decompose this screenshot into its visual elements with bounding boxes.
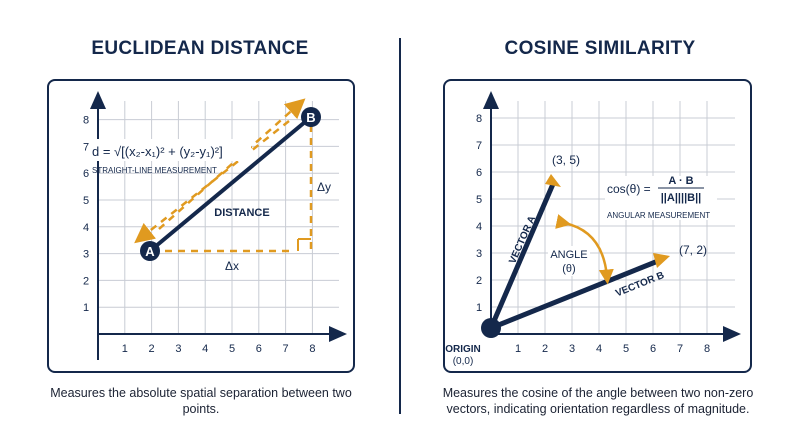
distance-line <box>148 115 313 253</box>
x-tick-label: 1 <box>515 343 521 355</box>
y-tick-label: 5 <box>476 194 482 206</box>
y-tick-label: 4 <box>476 221 482 233</box>
point-a <box>140 241 160 261</box>
x-tick-label: 6 <box>650 343 656 355</box>
distance-label: DISTANCE <box>214 207 269 219</box>
cosine-formula-lhs: cos(θ) = <box>607 182 651 196</box>
euclidean-formula: d = √[(x₂-x₁)² + (y₂-y₁)²] <box>92 144 223 159</box>
center-divider <box>399 38 401 414</box>
formula-caption: STRAIGHT-LINE MEASUREMENT <box>92 166 217 175</box>
cosine-description: Measures the cosine of the angle between… <box>442 386 754 416</box>
vector-a-arrowhead <box>545 174 561 187</box>
y-tick-label: 6 <box>476 167 482 179</box>
origin-point <box>481 318 501 338</box>
euclidean-diagram: 1 1 2 2 3 3 4 4 5 5 6 6 7 7 8 8 A B d = √[(x₂-x₁)² + (y… <box>83 91 347 360</box>
y-tick-label: 6 <box>83 168 89 180</box>
origin-label: ORIGIN <box>445 344 481 355</box>
y-tick-label: 7 <box>83 141 89 153</box>
x-tick-label: 1 <box>122 343 128 355</box>
dashed-arrow-to-b <box>158 98 306 230</box>
y-tick-label: 8 <box>476 113 482 125</box>
y-tick-label: 2 <box>476 275 482 287</box>
y-tick-label: 3 <box>476 248 482 260</box>
y-tick-label: 4 <box>83 222 89 234</box>
y-tick-label: 7 <box>476 140 482 152</box>
vector-b-line <box>490 258 659 331</box>
formula-caption: ANGULAR MEASUREMENT <box>607 211 710 220</box>
euclidean-description: Measures the absolute spatial separation… <box>50 386 352 416</box>
euclidean-title: EUCLIDEAN DISTANCE <box>91 38 309 59</box>
angle-symbol: (θ) <box>562 263 575 275</box>
cosine-title: COSINE SIMILARITY <box>504 38 696 59</box>
axis-ticks: 1 1 2 2 3 3 4 4 5 5 6 6 7 7 8 8 <box>476 113 710 355</box>
point-a-label: A <box>145 244 155 259</box>
angle-label: ANGLE <box>550 249 587 261</box>
x-tick-label: 6 <box>256 343 262 355</box>
x-tick-label: 4 <box>596 343 602 355</box>
y-tick-label: 1 <box>476 302 482 314</box>
x-tick-label: 8 <box>704 343 710 355</box>
vector-b-coord: (7, 2) <box>679 243 707 257</box>
x-tick-label: 3 <box>569 343 575 355</box>
x-tick-label: 5 <box>623 343 629 355</box>
x-tick-label: 7 <box>283 343 289 355</box>
x-tick-label: 2 <box>542 343 548 355</box>
point-b <box>301 107 321 127</box>
vector-a-coord: (3, 5) <box>552 153 580 167</box>
y-tick-label: 5 <box>83 195 89 207</box>
dashed-arrow-to-a <box>134 120 290 244</box>
vector-b-arrowhead <box>653 253 670 268</box>
angle-arc <box>555 214 614 285</box>
x-tick-label: 7 <box>677 343 683 355</box>
x-tick-label: 2 <box>149 343 155 355</box>
cosine-formula-numerator: A · B <box>668 175 693 187</box>
delta-x-label: Δx <box>225 259 239 273</box>
y-tick-label: 8 <box>83 115 89 127</box>
x-tick-label: 4 <box>202 343 208 355</box>
x-tick-label: 8 <box>309 343 315 355</box>
x-tick-label: 3 <box>175 343 181 355</box>
vector-a-line <box>488 183 556 329</box>
axis-ticks: 1 1 2 2 3 3 4 4 5 5 6 6 7 7 8 8 <box>83 115 316 355</box>
euclidean-panel: 1 1 2 2 3 3 4 4 5 5 6 6 7 7 8 8 A B d = √[(x₂-x₁)² + (y… <box>47 79 355 373</box>
origin-coord: (0,0) <box>453 356 474 367</box>
delta-y-label: Δy <box>317 180 331 194</box>
point-b-label: B <box>306 110 315 125</box>
y-tick-label: 1 <box>83 302 89 314</box>
x-tick-label: 5 <box>229 343 235 355</box>
y-tick-label: 2 <box>83 275 89 287</box>
y-tick-label: 3 <box>83 249 89 261</box>
cosine-formula-denominator: ||A||||B|| <box>661 192 702 204</box>
